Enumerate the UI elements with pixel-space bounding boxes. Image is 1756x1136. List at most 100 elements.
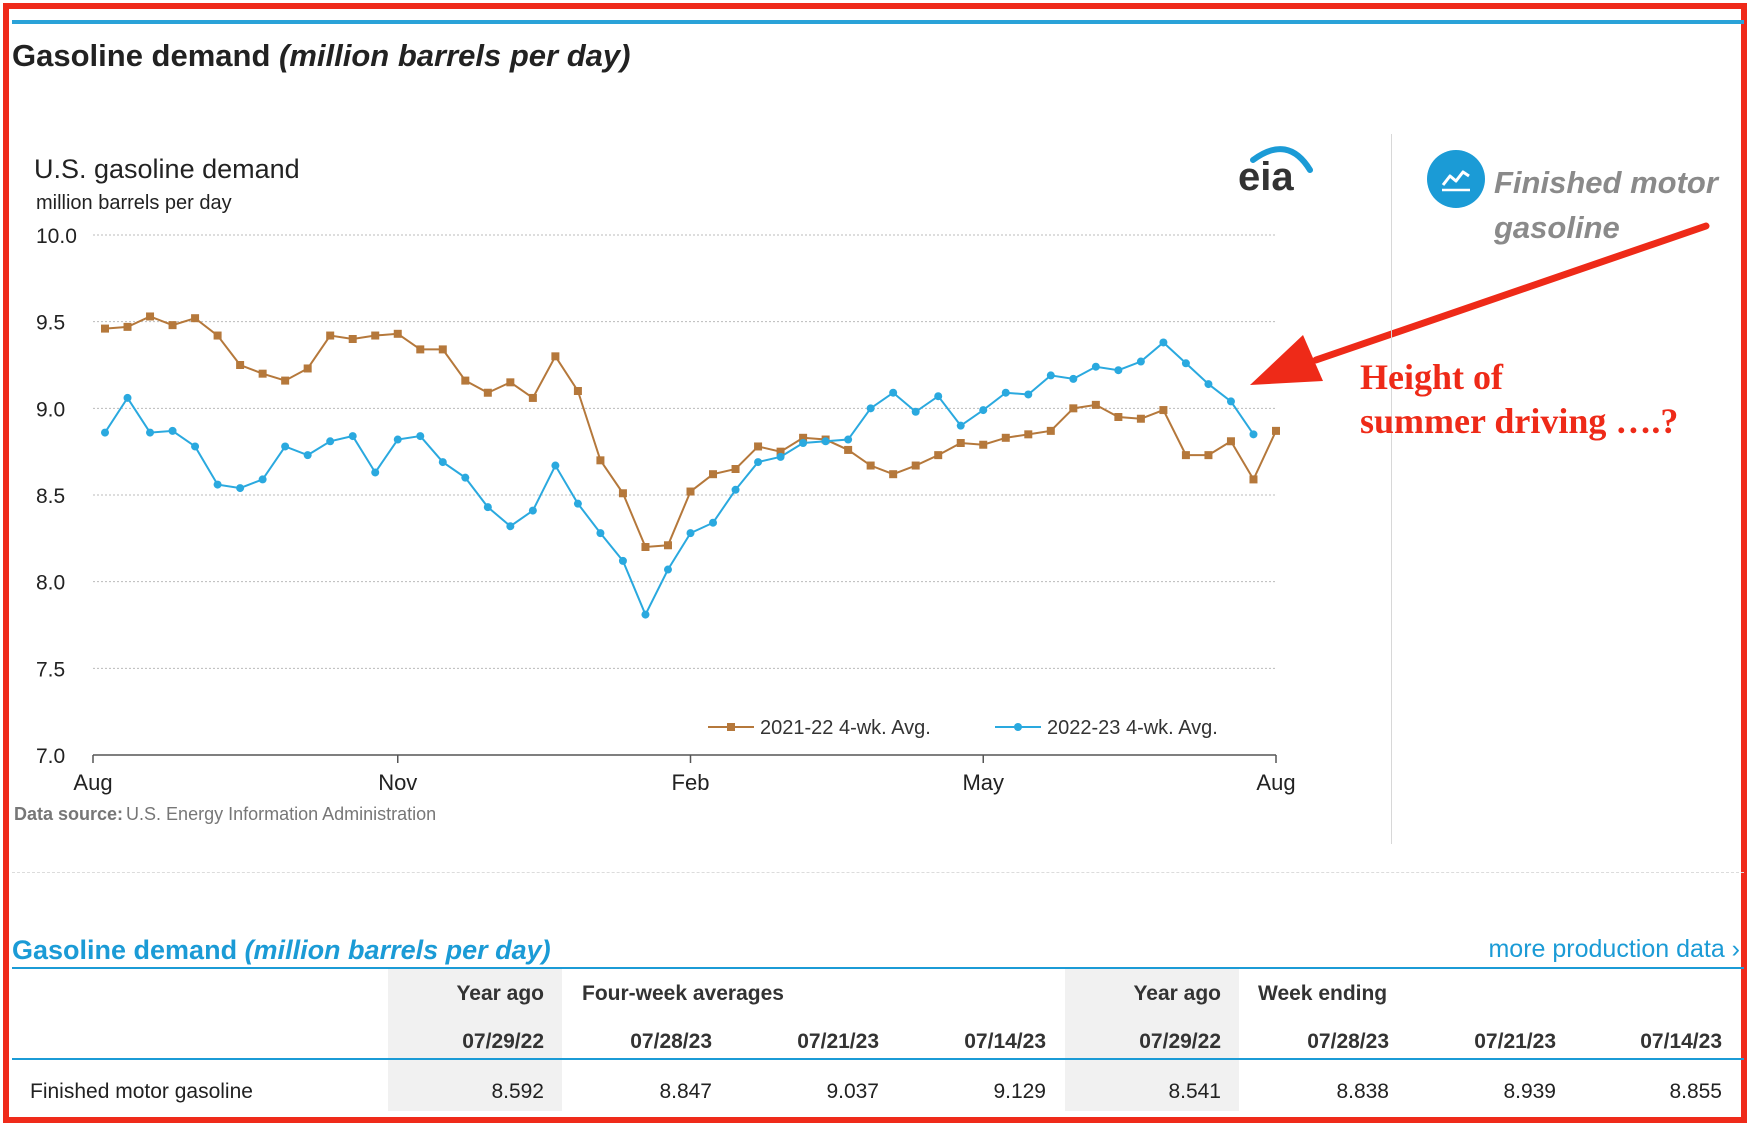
header-year-ago: Year ago	[1133, 982, 1221, 1005]
series-2021-22-point	[528, 393, 537, 402]
series-2022-23-point	[101, 428, 109, 437]
sidebar-series-label[interactable]: Finished motor gasoline	[1494, 165, 1718, 245]
series-2022-23-point	[866, 404, 875, 413]
x-tick-label: May	[962, 770, 1004, 795]
series-2022-23-point	[1136, 357, 1145, 366]
series-2022-23-point	[393, 435, 402, 444]
series-2022-23-point	[1024, 390, 1033, 399]
series-2021-22-point	[663, 541, 672, 550]
table-cell: 8.847	[659, 1080, 712, 1103]
series-2021-22-point	[483, 388, 492, 397]
line-chart-icon[interactable]	[1427, 150, 1485, 208]
series-2022-23-point	[686, 529, 695, 538]
series-2021-22-point	[101, 324, 109, 333]
series-2022-23-line	[104, 341, 1255, 617]
chart-subtitle: million barrels per day	[36, 192, 232, 214]
series-2021-22-point	[168, 321, 177, 330]
series-2022-23-point	[1204, 380, 1213, 389]
header-bottom-rule	[12, 1058, 1744, 1060]
series-2021-22-point	[1136, 414, 1145, 423]
series-2022-23-point	[1249, 430, 1258, 439]
series-2022-23-point	[799, 439, 808, 447]
series-2021-22-point	[236, 361, 245, 369]
table-cell: 9.037	[826, 1080, 879, 1103]
series-2021-22-point	[326, 331, 335, 340]
series-2021-22-point	[573, 387, 582, 395]
series-2022-23-point	[1114, 366, 1123, 375]
series-2022-23-point	[1181, 359, 1190, 368]
series-2021-22-point	[1069, 404, 1078, 413]
y-axis: 10.0 9.5 9.0 8.5 8.0 7.5 7.0	[36, 225, 77, 768]
series-2021-22-point	[1024, 430, 1033, 439]
x-tick-label: Aug	[1256, 770, 1295, 795]
y-tick-label: 10.0	[36, 225, 77, 248]
red-highlight-frame	[3, 3, 1747, 1123]
y-tick-label: 8.0	[36, 572, 65, 595]
series-2022-23-point	[1226, 397, 1235, 406]
more-production-data-link[interactable]: more production data ›	[1488, 935, 1740, 963]
series-2021-22-point	[551, 352, 560, 361]
legend-label: 2021-22 4-wk. Avg.	[760, 717, 931, 739]
row-label: Finished motor gasoline	[30, 1080, 253, 1103]
series-2022-23-point	[123, 393, 132, 402]
series-2021-22-point	[461, 376, 470, 385]
series-2021-22-point	[934, 451, 943, 460]
y-tick-label: 8.5	[36, 485, 65, 508]
series-2022-23-point	[956, 421, 965, 430]
series-2021-22-point	[1114, 413, 1123, 421]
series-2022-23-point	[844, 435, 853, 444]
table-title: Gasoline demand (million barrels per day…	[12, 935, 551, 965]
series-2021-22-point	[146, 312, 155, 321]
series-2022-23-point	[1091, 362, 1100, 371]
column-date: 07/29/22	[1139, 1030, 1221, 1053]
series-2022-23-point	[776, 452, 785, 461]
data-source: Data source: U.S. Energy Information Admi…	[14, 804, 436, 824]
column-date: 07/14/23	[1640, 1030, 1722, 1053]
series-2022-23-point	[506, 522, 515, 531]
series-2022-23-point	[416, 432, 425, 441]
series-2022-23-point	[371, 468, 380, 477]
column-date: 07/21/23	[1474, 1030, 1556, 1053]
series-2022-23-point	[934, 392, 943, 401]
column-date: 07/21/23	[797, 1030, 879, 1053]
series-2022-23-point	[326, 437, 335, 446]
series-2022-23-point	[1069, 374, 1078, 383]
table-cell: 8.939	[1503, 1080, 1556, 1103]
x-tick-label: Feb	[672, 770, 710, 795]
header-year-ago: Year ago	[456, 982, 544, 1005]
series-2021-22-point	[438, 345, 447, 354]
series-2022-23-point	[663, 565, 672, 574]
year-ago-column-shade	[388, 969, 562, 1111]
eia-logo: eia	[1238, 146, 1313, 199]
series-2022-23-point	[1046, 371, 1055, 380]
table-cell: 8.855	[1669, 1080, 1722, 1103]
series-2021-22-point	[618, 489, 627, 498]
year-ago-column-shade	[1065, 969, 1239, 1111]
legend-swatch-marker	[727, 723, 735, 731]
series-2021-22-point	[1181, 451, 1190, 460]
series-2022-23-point	[258, 475, 267, 484]
series-2021-22-point	[956, 439, 965, 447]
series-2021-22-point	[348, 335, 357, 343]
series-2022-23-point	[979, 406, 988, 415]
column-date: 07/14/23	[964, 1030, 1046, 1053]
series-2021-22-point	[371, 331, 380, 340]
series-2022-23-point	[461, 473, 470, 482]
series-2022-23-point	[281, 442, 290, 451]
series-2022-23-point	[168, 426, 177, 435]
table-cell: 8.838	[1336, 1080, 1389, 1103]
header-week-ending: Week ending	[1258, 982, 1388, 1005]
series-2022-23-point	[618, 556, 627, 565]
series-2021-22-point	[776, 447, 785, 456]
legend-swatch-marker	[1014, 723, 1022, 731]
series-2021-22-point	[979, 440, 988, 449]
series-2022-23-point	[641, 610, 650, 619]
series-layer	[101, 312, 1280, 619]
series-2021-22-point	[709, 470, 718, 479]
series-2021-22-point	[213, 331, 222, 340]
series-2022-23-point	[911, 407, 920, 416]
series-2021-22-point	[1091, 400, 1100, 409]
series-2022-23-point	[551, 461, 560, 470]
series-2021-22-point	[911, 461, 920, 470]
series-2021-22-point	[844, 445, 853, 454]
